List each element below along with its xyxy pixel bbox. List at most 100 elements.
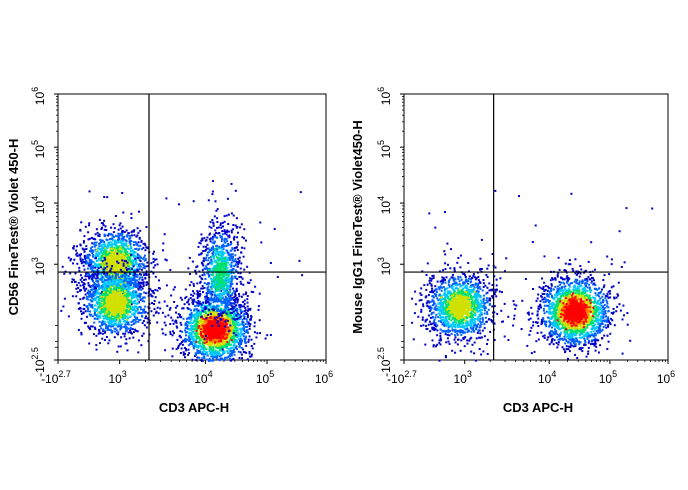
event-dot bbox=[251, 347, 254, 350]
event-dot bbox=[101, 291, 103, 293]
event-dot bbox=[101, 276, 104, 279]
event-dot bbox=[213, 356, 216, 359]
event-dot bbox=[225, 335, 228, 338]
event-dot bbox=[122, 236, 125, 238]
event-dot bbox=[109, 310, 112, 313]
event-dot bbox=[117, 319, 119, 322]
event-dot bbox=[110, 247, 112, 250]
event-dot bbox=[130, 284, 133, 286]
event-dot bbox=[104, 225, 107, 228]
event-dot bbox=[168, 308, 171, 311]
event-dot bbox=[186, 327, 189, 330]
event-dot bbox=[117, 246, 120, 249]
event-dot bbox=[135, 242, 138, 245]
event-dot bbox=[81, 258, 84, 261]
event-dot bbox=[127, 265, 130, 268]
event-dot bbox=[107, 253, 110, 256]
event-dot bbox=[120, 297, 123, 299]
event-dot bbox=[111, 305, 114, 307]
event-dot bbox=[105, 258, 108, 261]
event-dot bbox=[174, 320, 177, 323]
event-dot bbox=[123, 260, 126, 263]
event-dot bbox=[201, 343, 204, 345]
event-dot bbox=[109, 233, 112, 236]
event-dot bbox=[98, 302, 101, 305]
event-dot bbox=[88, 259, 91, 262]
event-dot bbox=[103, 282, 106, 285]
event-dot bbox=[128, 259, 131, 262]
event-dot bbox=[106, 266, 108, 269]
event-dot bbox=[135, 247, 138, 250]
event-dot bbox=[122, 244, 125, 247]
event-dot bbox=[123, 256, 126, 259]
event-dot bbox=[90, 274, 93, 277]
event-dot bbox=[138, 259, 141, 261]
event-dot bbox=[73, 258, 76, 261]
event-dot bbox=[128, 252, 131, 255]
event-dot bbox=[94, 328, 97, 330]
event-dot bbox=[128, 337, 131, 340]
event-dot bbox=[181, 343, 184, 346]
event-dot bbox=[132, 263, 135, 266]
event-dot bbox=[156, 289, 159, 292]
event-dot bbox=[123, 294, 126, 297]
event-dot bbox=[220, 303, 223, 306]
event-dot bbox=[126, 311, 129, 314]
event-dot bbox=[213, 311, 216, 314]
event-dot bbox=[113, 309, 116, 312]
event-dot bbox=[146, 281, 148, 284]
event-dot bbox=[113, 257, 116, 260]
event-dot bbox=[127, 297, 130, 300]
event-dot bbox=[164, 315, 167, 318]
event-dot bbox=[145, 265, 148, 268]
event-dot bbox=[77, 328, 80, 331]
event-dot bbox=[127, 310, 130, 313]
event-dot bbox=[135, 285, 138, 288]
event-dot bbox=[113, 295, 115, 298]
event-dot bbox=[96, 263, 98, 266]
event-dot bbox=[127, 316, 130, 319]
event-dot bbox=[137, 306, 139, 309]
event-dot bbox=[108, 310, 111, 313]
event-dot bbox=[226, 328, 229, 331]
event-dot bbox=[164, 333, 167, 336]
event-dot bbox=[110, 320, 113, 323]
event-dot bbox=[85, 272, 88, 275]
event-dot bbox=[223, 358, 226, 361]
event-dot bbox=[127, 331, 130, 334]
event-dot bbox=[137, 288, 140, 291]
event-dot bbox=[159, 307, 162, 310]
event-dot bbox=[98, 316, 101, 319]
event-dot bbox=[123, 320, 126, 322]
event-dot bbox=[152, 257, 155, 260]
event-dot bbox=[232, 322, 235, 325]
event-dot bbox=[120, 291, 123, 294]
event-dot bbox=[101, 254, 104, 257]
event-dot bbox=[230, 314, 232, 316]
event-dot bbox=[124, 253, 127, 256]
event-dot bbox=[229, 359, 232, 362]
event-dot bbox=[125, 273, 128, 276]
event-dot bbox=[134, 251, 137, 254]
event-dot bbox=[83, 296, 86, 299]
event-dot bbox=[111, 283, 114, 286]
event-dot bbox=[100, 259, 103, 262]
event-dot bbox=[206, 334, 209, 337]
event-dot bbox=[117, 345, 120, 348]
event-dot bbox=[93, 285, 96, 288]
event-dot bbox=[186, 317, 188, 320]
event-dot bbox=[139, 293, 142, 295]
event-dot bbox=[243, 299, 246, 302]
event-dot bbox=[113, 296, 116, 299]
event-dot bbox=[108, 294, 111, 297]
event-dot bbox=[243, 340, 246, 343]
event-dot bbox=[81, 247, 84, 250]
event-dot bbox=[103, 322, 106, 325]
event-dot bbox=[216, 328, 219, 331]
event-dot bbox=[209, 314, 211, 317]
event-dot bbox=[205, 358, 208, 361]
event-dot bbox=[107, 277, 110, 280]
event-dot bbox=[175, 325, 178, 328]
event-dot bbox=[125, 229, 128, 232]
event-dot bbox=[93, 276, 96, 279]
